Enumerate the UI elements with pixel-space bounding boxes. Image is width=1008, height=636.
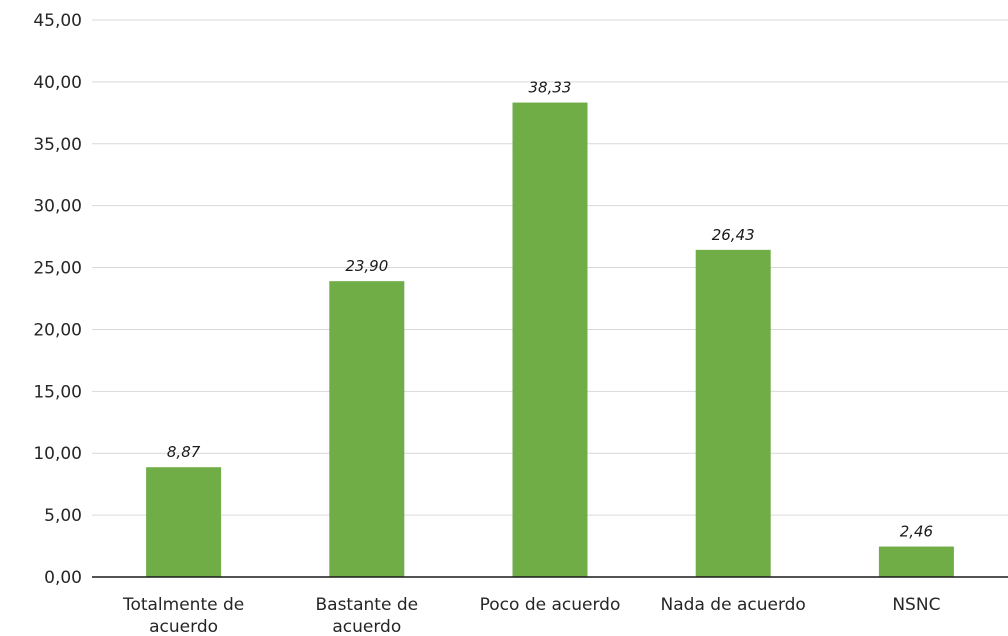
bar [695,249,771,577]
bar [878,546,954,577]
data-label: 26,43 [712,226,755,244]
y-axis-ticks: 0,00 5,00 10,00 15,00 20,00 25,00 30,00 35,00 40… [33,11,82,588]
y-tick-label: 35,00 [33,135,82,155]
x-category-label: Totalmente de acuerdo [122,595,244,636]
data-label: 8,87 [167,443,201,461]
y-tick-label: 15,00 [33,382,82,402]
x-category-label: Poco de acuerdo [480,595,621,615]
data-label: 38,33 [529,79,572,97]
y-tick-label: 0,00 [44,568,82,588]
y-tick-label: 40,00 [33,73,82,93]
y-tick-label: 25,00 [33,259,82,279]
bar [329,281,405,577]
data-labels: 8,87 23,90 38,33 26,43 2,46 [167,79,933,541]
bars [146,102,954,577]
y-tick-label: 20,00 [33,320,82,340]
x-category-label: Nada de acuerdo [661,595,806,615]
x-category-label: Bastante de acuerdo [316,595,419,636]
y-tick-label: 5,00 [44,506,82,526]
y-tick-label: 45,00 [33,11,82,31]
bar [512,102,588,577]
x-axis-labels: Totalmente de acuerdo Bastante de acuerdo Po… [122,595,940,636]
y-tick-label: 10,00 [33,444,82,464]
y-tick-label: 30,00 [33,197,82,217]
x-category-label: NSNC [892,595,940,615]
data-label: 2,46 [900,523,933,541]
bar [146,467,222,577]
data-label: 23,90 [345,257,388,275]
